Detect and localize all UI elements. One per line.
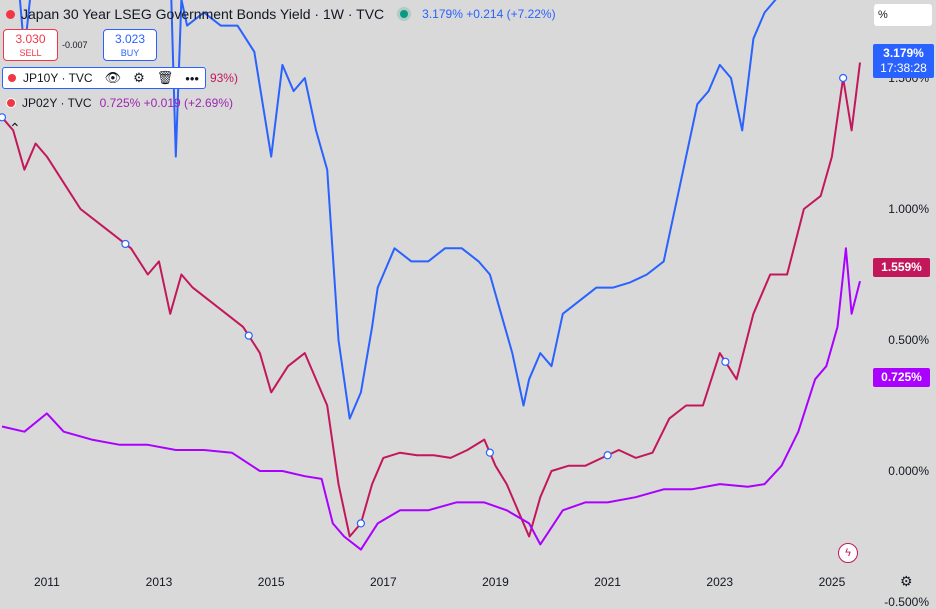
x-tick-label: 2011 [33,575,60,589]
last-value: 3.179% +0.214 (+7.22%) [422,7,556,21]
sell-price: 3.030 [15,32,46,46]
series-line-jp30y[interactable] [2,0,860,420]
y-tick-label: 0.000% [888,464,929,478]
flash-icon[interactable]: ϟ [838,543,858,563]
x-tick-label: 2023 [706,575,734,589]
legend-jp10y-value: 93%) [209,71,238,85]
series-line-jp02y[interactable] [1,247,861,551]
legend-jp02y[interactable]: JP02Y · TVC 0.725% +0.019 (+2.69%) [2,93,233,113]
x-tick-label: 2017 [369,575,397,589]
more-icon[interactable]: ••• [185,70,199,86]
chart-header: Japan 30 Year LSEG Government Bonds Yiel… [6,5,556,23]
eye-icon[interactable]: 👁 [104,70,122,85]
y-tick-label: 0.500% [888,333,929,347]
x-tick-label: 2019 [482,575,509,589]
legend-jp02y-value: 0.725% +0.019 (+2.69%) [99,96,234,110]
symbol-status-icon [6,98,16,108]
chevron-up-icon[interactable]: ⌃ [9,120,21,136]
x-tick-label: 2021 [594,575,621,589]
legend-jp10y-toolbar[interactable]: JP10Y · TVC 👁 ⚙ 🗑 ••• [2,67,206,89]
x-tick-label: 2015 [257,575,285,589]
event-marker[interactable] [603,451,612,460]
market-open-icon [400,10,409,18]
symbol-status-icon [6,9,15,19]
event-marker[interactable] [721,357,730,366]
legend-jp10y-label[interactable]: JP10Y · TVC [23,71,93,85]
spread-value: -0.007 [62,40,88,50]
chart-plot-area[interactable] [0,0,868,566]
jp30y-price-badge: 3.179% 17:38:28 [873,44,934,78]
buy-price: 3.023 [114,32,146,46]
jp02y-price-badge: 0.725% [873,368,930,387]
settings-icon[interactable]: ⚙ [133,70,145,85]
jp30y-badge-value: 3.179% [883,46,924,60]
jp10y-price-badge: 1.559% [873,258,930,277]
event-marker[interactable] [839,73,848,83]
legend-jp02y-label[interactable]: JP02Y · TVC [22,96,92,110]
event-marker[interactable] [244,331,253,340]
buy-button[interactable]: 3.023 BUY [103,29,157,61]
y-tick-label: -0.500% [884,595,929,609]
sell-label: SELL [19,48,42,58]
series-line-jp10y[interactable] [1,62,861,538]
event-marker[interactable] [0,113,7,122]
symbol-status-icon [7,73,17,83]
x-tick-label: 2013 [145,575,173,589]
y-tick-label: 1.000% [888,202,929,216]
legend-jp10y[interactable]: JP10Y · TVC 👁 ⚙ 🗑 ••• 93%) [2,67,238,89]
buy-label: BUY [120,48,140,58]
chart-title[interactable]: Japan 30 Year LSEG Government Bonds Yiel… [21,6,385,22]
event-marker[interactable] [121,239,130,249]
price-scale-unit[interactable]: % [874,4,932,26]
jp30y-badge-time: 17:38:28 [880,61,927,75]
event-marker[interactable] [485,448,494,457]
sell-button[interactable]: 3.030 SELL [3,29,58,61]
trash-icon[interactable]: 🗑 [156,70,174,85]
event-marker[interactable] [356,519,365,528]
x-tick-label: 2025 [818,575,846,589]
gear-icon[interactable]: ⚙ [900,573,913,589]
